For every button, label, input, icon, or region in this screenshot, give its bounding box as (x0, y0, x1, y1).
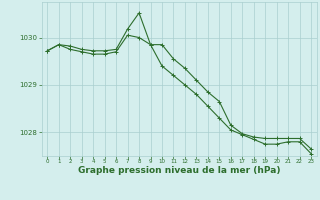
X-axis label: Graphe pression niveau de la mer (hPa): Graphe pression niveau de la mer (hPa) (78, 166, 280, 175)
